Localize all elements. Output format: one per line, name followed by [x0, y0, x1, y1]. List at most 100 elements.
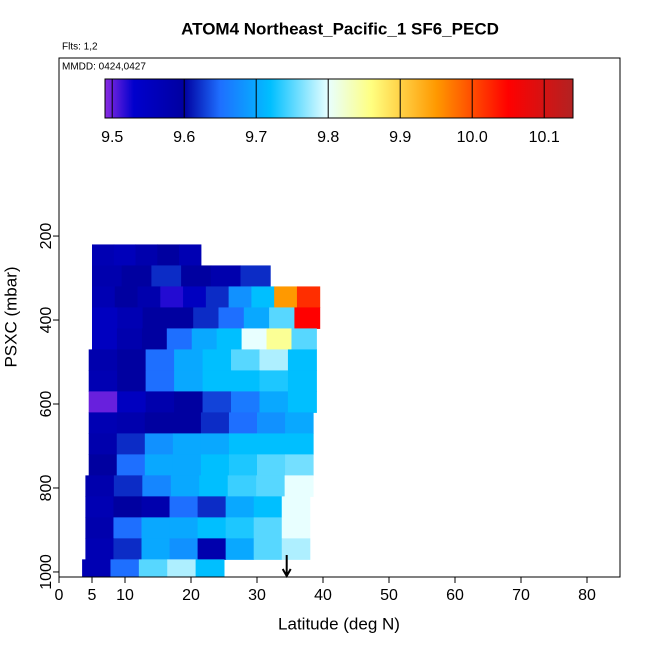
heat-cell	[141, 538, 171, 560]
y-tick-label: 600	[38, 391, 55, 418]
heat-cell	[85, 496, 114, 518]
chart-title: ATOM4 Northeast_Pacific_1 SF6_PECD	[181, 19, 499, 38]
heat-cell	[274, 286, 298, 308]
heat-cell	[92, 307, 118, 329]
heat-cell	[174, 349, 204, 371]
heat-cell	[281, 517, 311, 539]
x-tick-label: 10	[116, 587, 134, 604]
heat-cell	[200, 454, 230, 476]
heat-cell	[170, 475, 200, 497]
y-axis-label: PSXC (mbar)	[1, 266, 20, 367]
heat-cell	[172, 412, 202, 434]
heat-cell	[253, 538, 283, 560]
heat-cell	[285, 433, 314, 455]
heat-cell	[92, 286, 116, 308]
heat-cell	[110, 559, 140, 577]
heat-cell	[231, 349, 260, 371]
subtitle: Flts: 1,2	[62, 42, 98, 53]
heat-cell	[145, 370, 175, 392]
heat-cell	[141, 328, 168, 350]
heat-cell	[160, 286, 184, 308]
heat-cell	[88, 454, 118, 476]
heat-cell	[116, 412, 146, 434]
heat-cell	[142, 307, 169, 329]
x-tick-label: 40	[314, 587, 332, 604]
x-tick-label: 80	[578, 587, 596, 604]
heat-cell	[172, 454, 202, 476]
heat-cell	[166, 328, 193, 350]
heat-cell	[88, 391, 118, 413]
heat-cell	[92, 328, 118, 350]
x-tick-label: 20	[182, 587, 200, 604]
x-tick-label: 50	[380, 587, 398, 604]
lat-marker	[281, 555, 292, 579]
heat-cell	[141, 496, 171, 518]
heat-cell	[256, 475, 286, 497]
heat-cell	[113, 475, 143, 497]
heat-cell	[169, 538, 199, 560]
colorbar-tick-label: 9.9	[389, 129, 411, 146]
heat-cell	[174, 391, 204, 413]
heat-cell	[281, 538, 311, 560]
x-tick-label: 30	[248, 587, 266, 604]
colorbar-tick-label: 9.5	[101, 129, 123, 146]
heat-cell	[296, 286, 321, 308]
heat-cell	[259, 349, 289, 371]
heat-cell	[169, 517, 199, 539]
heat-cell	[200, 412, 230, 434]
heat-cell	[174, 370, 204, 392]
heat-cell	[195, 559, 225, 577]
heat-cell	[202, 370, 232, 392]
heat-cell	[197, 538, 227, 560]
heat-cell	[285, 412, 314, 434]
heat-cell	[281, 496, 311, 518]
heat-cell	[85, 517, 114, 539]
heat-cell	[197, 496, 227, 518]
heat-cell	[113, 517, 142, 539]
x-tick-label: 70	[512, 587, 530, 604]
heat-cell	[191, 328, 218, 350]
heat-cell	[240, 265, 271, 287]
heat-cell	[144, 433, 174, 455]
heat-cell	[225, 496, 255, 518]
heat-cell	[117, 370, 147, 392]
heat-cell	[113, 496, 142, 518]
heat-cell	[157, 244, 180, 266]
heat-cell	[167, 307, 194, 329]
heat-cell	[205, 286, 230, 308]
heat-cell	[167, 559, 197, 577]
y-tick-label: 400	[38, 307, 55, 334]
heat-cell	[142, 475, 172, 497]
colorbar-tick-label: 9.8	[317, 129, 339, 146]
heat-cell	[181, 265, 212, 287]
heat-cell	[85, 538, 114, 560]
heat-cell	[257, 454, 286, 476]
heat-cell	[287, 391, 317, 413]
heat-cell	[228, 454, 258, 476]
heat-cell	[202, 391, 232, 413]
y-tick-label: 200	[38, 223, 55, 250]
heat-cell	[116, 454, 146, 476]
heat-cell	[287, 349, 317, 371]
heat-cell	[225, 538, 255, 560]
heat-cell	[92, 244, 115, 266]
heat-cell	[202, 349, 232, 371]
heat-cell	[294, 307, 321, 329]
heat-cell	[88, 433, 118, 455]
heat-cell	[259, 391, 289, 413]
heat-cell	[117, 391, 147, 413]
heat-cell	[241, 328, 268, 350]
heat-cell	[88, 370, 118, 392]
heat-cell	[259, 370, 289, 392]
x-tick-label: 0	[55, 587, 64, 604]
heat-cell	[172, 433, 202, 455]
heat-cell	[135, 244, 158, 266]
heat-cell	[137, 286, 161, 308]
heat-cell	[138, 559, 168, 577]
heat-cell	[216, 328, 243, 350]
heat-cell	[113, 538, 142, 560]
heat-cell	[269, 307, 295, 329]
heat-cell	[257, 433, 286, 455]
colorbar-tick-label: 9.6	[173, 129, 195, 146]
